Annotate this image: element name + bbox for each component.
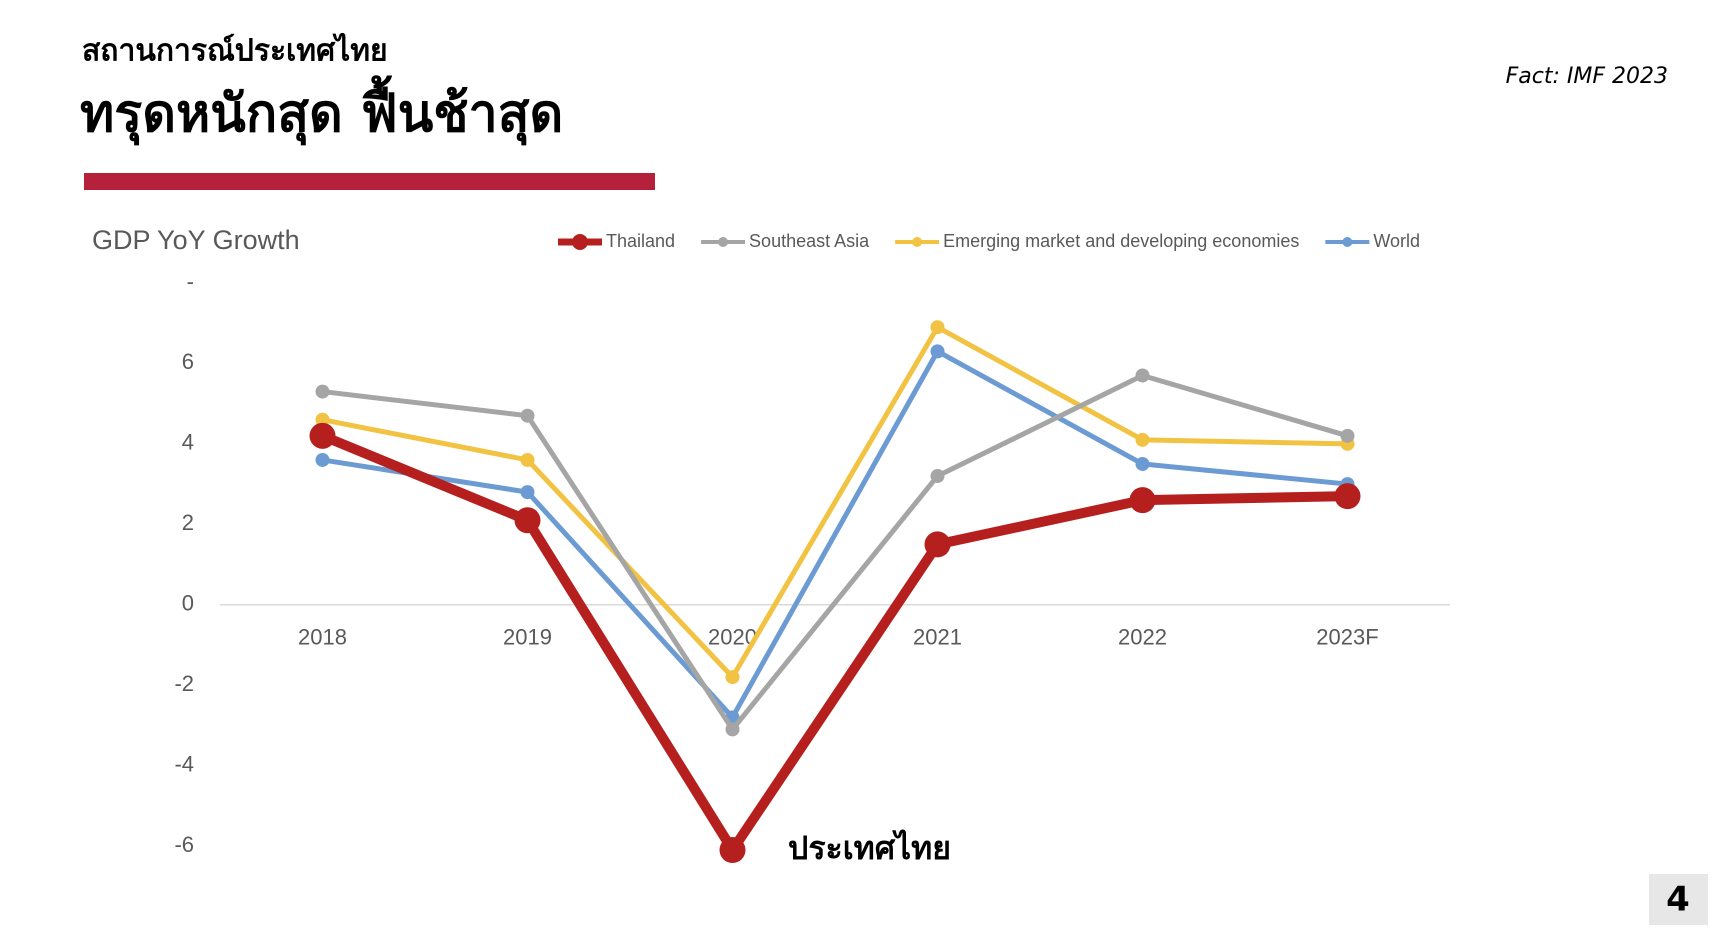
legend-marker [572,234,588,250]
legend-marker [912,237,923,247]
subtitle: สถานการณ์ประเทศไทย [82,33,388,69]
source: Fact: IMF 2023 [1506,64,1668,89]
x-tick-label: 2019 [503,625,552,650]
point [520,452,535,467]
y-tick-label: 2 [182,510,194,535]
point [520,485,535,500]
point [520,408,535,423]
point [924,531,951,558]
x-tick-label: 2018 [298,625,347,650]
annotation: ประเทศไทย [788,829,951,867]
point [309,422,336,449]
x-tick-label: 2022 [1118,625,1167,650]
point [1340,428,1355,443]
chart-title: GDP YoY Growth [92,225,300,255]
series-line [322,348,1348,720]
legend-marker [718,237,729,247]
y-tick-label: -4 [174,751,194,776]
y-tick-label: - [187,269,194,294]
y-tick-label: 0 [182,591,194,616]
y-tick-label: 6 [182,349,194,374]
point [315,452,330,467]
point [930,344,945,359]
legend-label: Emerging market and developing economies [943,231,1299,251]
x-tick-label: 2021 [913,625,962,650]
point [1135,456,1150,471]
title-underline [84,173,655,190]
point [930,469,945,484]
page-number: 4 [1666,880,1690,920]
point [1129,487,1156,514]
series-line [320,431,1348,856]
point [1334,483,1361,510]
series-line [322,324,1348,680]
point [1135,432,1150,447]
legend-label: Southeast Asia [749,231,870,251]
point [315,384,330,399]
point [514,507,541,534]
legend-label: Thailand [606,231,675,251]
point [930,320,945,335]
x-tick-label: 2023F [1316,625,1378,650]
series-line [322,372,1349,732]
legend-label: World [1373,231,1420,251]
legend-marker [1342,237,1353,247]
point [725,722,740,737]
point [1135,368,1150,383]
y-tick-label: -2 [174,671,194,696]
page-box [1649,874,1708,925]
point [725,670,740,685]
point [315,412,330,427]
y-tick-label: 4 [182,430,194,455]
y-tick-label: -6 [174,832,194,857]
title: ทรุดหนักสุด ฟื้นช้าสุด [80,75,563,146]
point [719,837,746,864]
